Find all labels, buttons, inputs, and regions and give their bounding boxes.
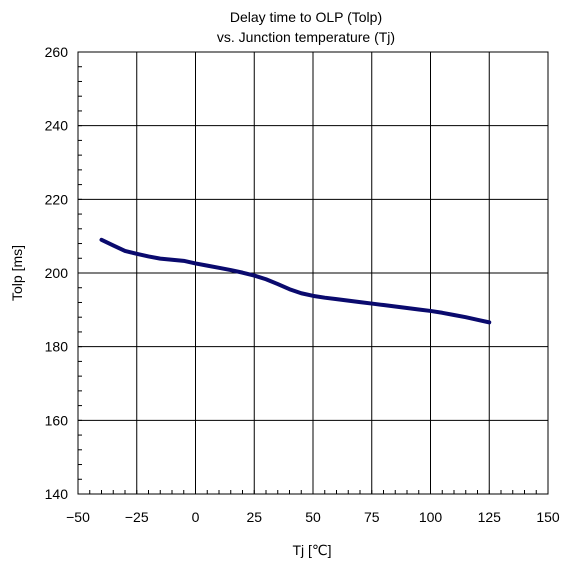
x-tick-label: 125 (478, 509, 502, 525)
chart-title-line-2: vs. Junction temperature (Tj) (217, 29, 395, 45)
x-axis-label: Tj [℃] (292, 542, 331, 558)
x-tick-label: −50 (66, 509, 90, 525)
x-tick-label: 50 (305, 509, 321, 525)
y-axis-label: Tolp [ms] (9, 245, 25, 301)
x-tick-label: 0 (192, 509, 200, 525)
x-tick-label: 150 (536, 509, 560, 525)
x-tick-label: 25 (246, 509, 262, 525)
y-tick-label: 200 (45, 265, 69, 281)
series-line (102, 240, 490, 323)
y-tick-label: 180 (45, 339, 69, 355)
y-tick-labels: 140 160 180 200 220 240 260 (45, 44, 69, 502)
chart-title-line-1: Delay time to OLP (Tolp) (230, 9, 382, 25)
x-tick-label: 100 (419, 509, 443, 525)
x-tick-labels: −50 −25 0 25 50 75 100 125 150 (66, 509, 560, 525)
x-tick-label: 75 (364, 509, 380, 525)
y-tick-label: 240 (45, 118, 69, 134)
y-tick-label: 140 (45, 486, 69, 502)
x-tick-label: −25 (125, 509, 149, 525)
y-tick-label: 160 (45, 412, 69, 428)
y-tick-label: 260 (45, 44, 69, 60)
y-tick-label: 220 (45, 191, 69, 207)
